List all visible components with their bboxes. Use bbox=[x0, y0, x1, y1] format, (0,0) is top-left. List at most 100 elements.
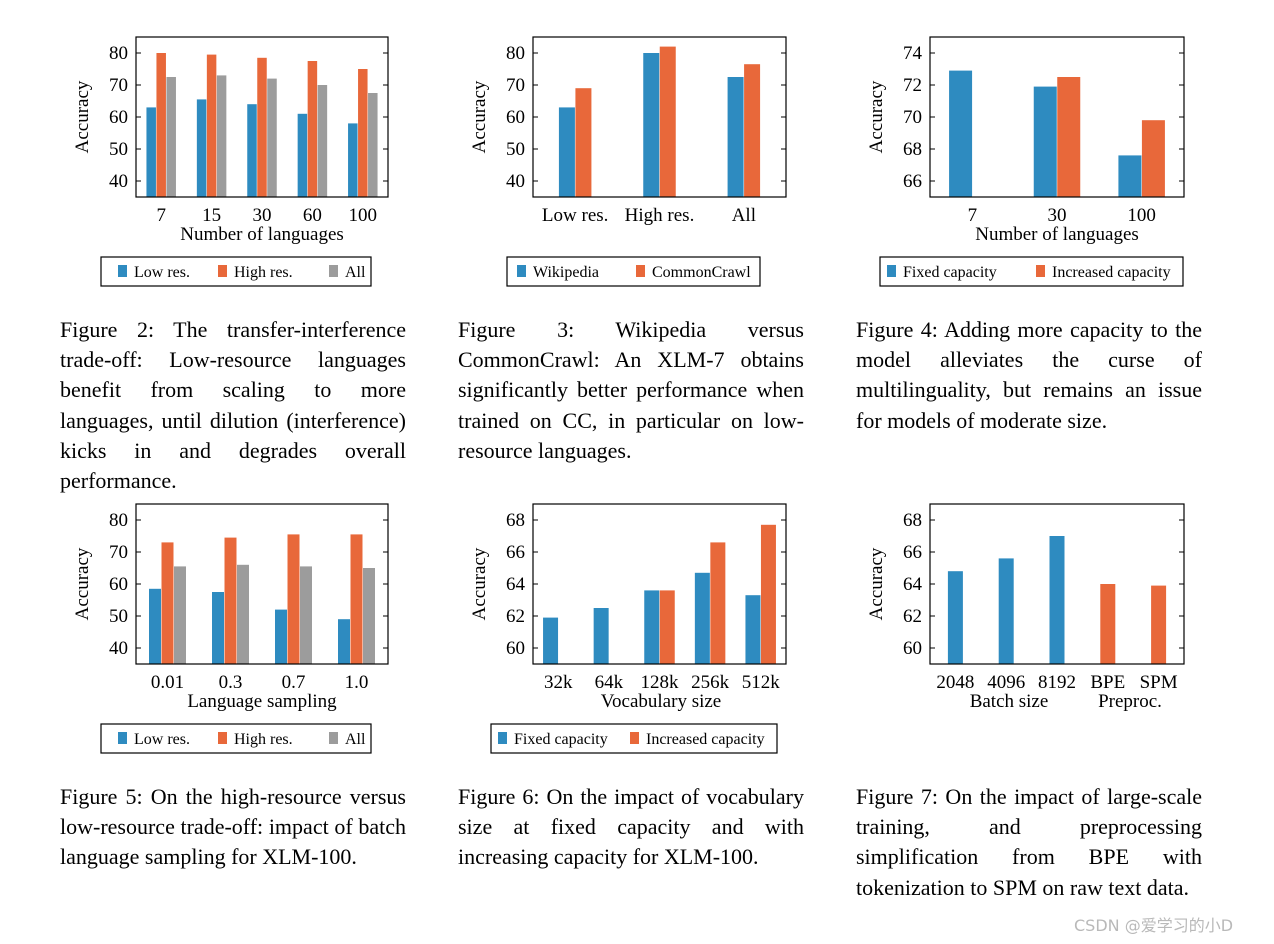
fig5-legend bbox=[100, 723, 372, 754]
fig5-ytick-label: 80 bbox=[109, 510, 128, 531]
fig2-bar-low-res--30 bbox=[247, 104, 257, 197]
fig4-bar-fixed-capacity-100 bbox=[1118, 155, 1142, 197]
fig2-xtick-label: 60 bbox=[303, 205, 322, 226]
fig5-bar-high-res--0-3 bbox=[224, 537, 237, 664]
fig4-legend-swatch bbox=[1036, 265, 1045, 277]
fig6-ytick-label: 68 bbox=[506, 510, 525, 531]
fig5-bar-high-res--0-7 bbox=[287, 534, 300, 664]
fig5-plot-frame bbox=[135, 503, 389, 665]
fig5-legend-label: High res. bbox=[234, 731, 293, 748]
fig6-bar-fixed-capacity-128k bbox=[644, 590, 660, 664]
fig5-bar-all-0-01 bbox=[174, 566, 186, 664]
fig5-xtick-label: 1.0 bbox=[345, 672, 369, 693]
fig2-bar-low-res--60 bbox=[297, 113, 308, 197]
fig7-ytick-label: 62 bbox=[903, 606, 922, 627]
fig3-ytick-label: 60 bbox=[506, 107, 525, 128]
fig6-ytick-label: 64 bbox=[506, 574, 526, 595]
fig2-bar-high-res--15 bbox=[206, 54, 217, 197]
fig6-bar-increased-capacity-512k bbox=[760, 524, 776, 664]
fig4-x-axis-label: Number of languages bbox=[975, 224, 1139, 245]
fig7-group-label: Batch size bbox=[970, 691, 1049, 712]
fig5-xtick-label: 0.01 bbox=[151, 672, 184, 693]
fig6-legend-label: Increased capacity bbox=[646, 731, 765, 748]
fig5-ytick-label: 40 bbox=[109, 638, 128, 659]
fig6-ytick-label: 66 bbox=[506, 542, 525, 563]
fig2-bar-all-60 bbox=[317, 85, 328, 197]
fig5-bar-high-res--1-0 bbox=[350, 534, 363, 664]
fig4-legend-swatch bbox=[887, 265, 896, 277]
fig7-ytick-label: 68 bbox=[903, 510, 922, 531]
fig2-legend-swatch bbox=[218, 265, 227, 277]
fig6-ytick-label: 60 bbox=[506, 638, 525, 659]
fig3-bar-commoncrawl-high-res- bbox=[659, 46, 676, 197]
fig5-ytick-label: 70 bbox=[109, 542, 128, 563]
caption-figure-6: Figure 6: On the impact of vocabulary si… bbox=[458, 784, 804, 870]
fig3-legend-swatch bbox=[517, 265, 526, 277]
fig2-bar-high-res--60 bbox=[307, 61, 318, 197]
fig2-bar-high-res--7 bbox=[156, 53, 166, 197]
fig6-legend-swatch bbox=[498, 732, 507, 744]
fig7-ytick-label: 60 bbox=[903, 638, 922, 659]
fig5-xtick-label: 0.7 bbox=[282, 672, 306, 693]
fig7-xtick-label: SPM bbox=[1140, 672, 1178, 693]
fig2-bar-high-res--100 bbox=[358, 69, 368, 197]
fig2-legend-label: Low res. bbox=[134, 264, 190, 281]
fig3-legend-label: Wikipedia bbox=[533, 264, 599, 281]
fig7-xtick-label: BPE bbox=[1090, 672, 1125, 693]
fig2-ytick-label: 40 bbox=[109, 171, 128, 192]
fig5-legend-swatch bbox=[118, 732, 127, 744]
fig3-legend bbox=[506, 256, 761, 287]
fig3-bar-commoncrawl-low-res- bbox=[575, 88, 592, 197]
fig2-bar-all-7 bbox=[166, 77, 176, 197]
fig5-legend-label: Low res. bbox=[134, 731, 190, 748]
fig3-ytick-label: 50 bbox=[506, 139, 525, 160]
fig3-bar-wikipedia-high-res- bbox=[643, 53, 660, 197]
fig7-xtick-label: 8192 bbox=[1038, 672, 1076, 693]
fig2-legend-swatch bbox=[329, 265, 338, 277]
fig2-bar-low-res--15 bbox=[196, 99, 207, 197]
fig5-xtick-label: 0.3 bbox=[219, 672, 243, 693]
fig2-xtick-label: 100 bbox=[349, 205, 378, 226]
fig7-xtick-label: 4096 bbox=[987, 672, 1025, 693]
fig3-bar-wikipedia-all bbox=[727, 77, 744, 197]
fig4-ytick-label: 72 bbox=[903, 75, 922, 96]
fig4-ytick-label: 70 bbox=[903, 107, 922, 128]
fig2-bar-all-100 bbox=[368, 93, 378, 197]
fig4-legend-label: Fixed capacity bbox=[903, 264, 997, 281]
fig2-ytick-label: 80 bbox=[109, 43, 128, 64]
fig2-x-axis-label: Number of languages bbox=[180, 224, 344, 245]
fig6-bar-fixed-capacity-256k bbox=[694, 572, 710, 664]
fig4-legend bbox=[879, 256, 1184, 287]
fig6-xtick-label: 128k bbox=[641, 672, 680, 693]
fig7-bar-value-2048 bbox=[947, 571, 963, 664]
fig7-ytick-label: 66 bbox=[903, 542, 922, 563]
caption-figure-3: Figure 3: Wikipedia versus CommonCrawl: … bbox=[458, 317, 804, 463]
fig6-x-axis-label: Vocabulary size bbox=[601, 691, 721, 712]
fig6-xtick-label: 256k bbox=[691, 672, 730, 693]
fig5-legend-swatch bbox=[329, 732, 338, 744]
fig4-y-axis-label: Accuracy bbox=[866, 80, 887, 153]
fig4-ytick-label: 68 bbox=[903, 139, 922, 160]
fig3-bar-wikipedia-low-res- bbox=[558, 107, 575, 197]
fig2-xtick-label: 15 bbox=[202, 205, 221, 226]
fig4-xtick-label: 100 bbox=[1127, 205, 1156, 226]
fig5-bar-low-res--0-3 bbox=[212, 592, 224, 664]
fig3-xtick-label: Low res. bbox=[542, 205, 608, 226]
caption-figure-2: Figure 2: The transfer-interference trad… bbox=[60, 317, 406, 494]
fig7-xtick-label: 2048 bbox=[936, 672, 974, 693]
fig7-ytick-label: 64 bbox=[903, 574, 923, 595]
caption-figure-5: Figure 5: On the high-resource versus lo… bbox=[60, 784, 406, 870]
fig6-bar-increased-capacity-128k bbox=[659, 590, 675, 664]
fig2-legend bbox=[100, 256, 372, 287]
fig5-bar-all-1-0 bbox=[363, 568, 375, 664]
fig6-xtick-label: 32k bbox=[544, 672, 573, 693]
fig4-ytick-label: 66 bbox=[903, 171, 922, 192]
fig2-bar-all-30 bbox=[267, 78, 277, 197]
fig6-legend-label: Fixed capacity bbox=[514, 731, 608, 748]
fig2-y-axis-label: Accuracy bbox=[72, 80, 93, 153]
fig6-legend-swatch bbox=[630, 732, 639, 744]
fig3-ytick-label: 40 bbox=[506, 171, 525, 192]
fig2-legend-label: All bbox=[345, 264, 366, 281]
fig2-legend-swatch bbox=[118, 265, 127, 277]
